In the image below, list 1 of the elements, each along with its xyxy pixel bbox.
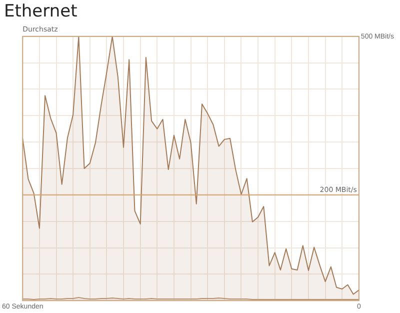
chart-title: Ethernet bbox=[4, 2, 78, 22]
